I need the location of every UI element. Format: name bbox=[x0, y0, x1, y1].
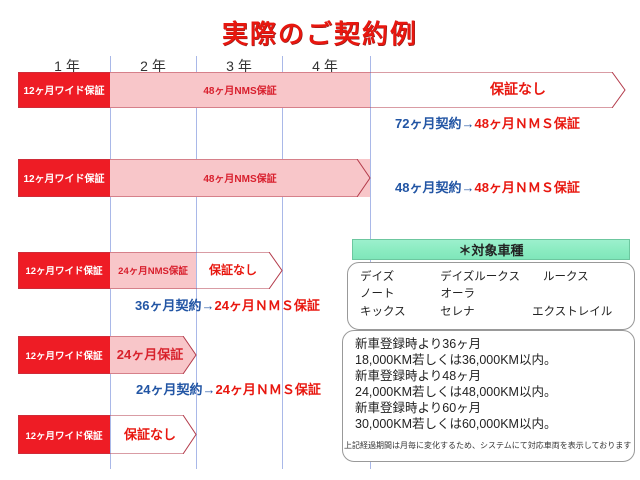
svg-text:24ヶ月保証: 24ヶ月保証 bbox=[117, 347, 183, 362]
svg-text:48ヶ月NMS保証: 48ヶ月NMS保証 bbox=[203, 84, 276, 97]
svg-text:12ヶ月ワイド保証: 12ヶ月ワイド保証 bbox=[25, 265, 103, 277]
svg-text:保証なし: 保証なし bbox=[208, 262, 257, 277]
svg-text:48ヶ月NMS保証: 48ヶ月NMS保証 bbox=[203, 172, 276, 185]
svg-text:12ヶ月ワイド保証: 12ヶ月ワイド保証 bbox=[25, 430, 103, 442]
svg-text:12ヶ月ワイド保証: 12ヶ月ワイド保証 bbox=[25, 350, 103, 362]
svg-text:保証なし: 保証なし bbox=[123, 427, 176, 442]
svg-text:保証なし: 保証なし bbox=[489, 81, 546, 97]
svg-text:12ヶ月ワイド保証: 12ヶ月ワイド保証 bbox=[23, 84, 104, 97]
svg-text:12ヶ月ワイド保証: 12ヶ月ワイド保証 bbox=[23, 172, 104, 185]
svg-text:24ヶ月NMS保証: 24ヶ月NMS保証 bbox=[118, 265, 188, 277]
